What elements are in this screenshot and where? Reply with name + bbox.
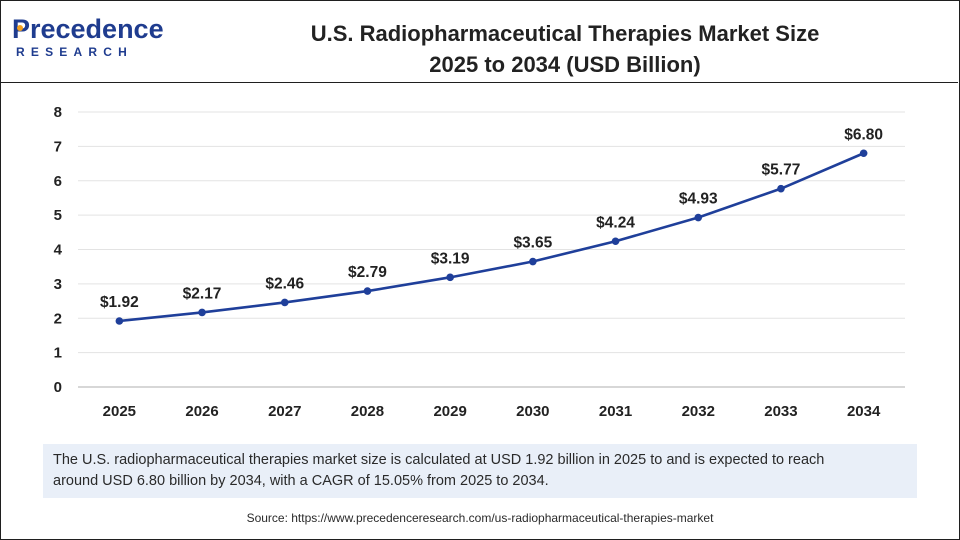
source-citation: Source: https://www.precedenceresearch.c… [246, 511, 714, 525]
y-tick-label: 3 [54, 276, 62, 293]
x-tick-label: 2030 [516, 403, 549, 420]
data-point [529, 257, 537, 266]
data-label: $3.19 [431, 250, 470, 267]
chart-title: U.S. Radiopharmaceutical Therapies Marke… [190, 18, 940, 80]
x-tick-label: 2027 [268, 403, 301, 420]
x-tick-label: 2025 [103, 403, 136, 420]
x-tick-label: 2026 [185, 403, 218, 420]
x-tick-label: 2031 [599, 403, 632, 420]
y-tick-label: 7 [54, 138, 62, 155]
x-tick-label: 2032 [682, 403, 715, 420]
x-tick-label: 2029 [433, 403, 466, 420]
data-point [363, 287, 372, 295]
data-label: $2.46 [265, 275, 304, 292]
logo-subtitle: RESEARCH [16, 45, 133, 59]
series-line [119, 152, 865, 323]
y-tick-label: 4 [54, 242, 63, 259]
data-label: $2.17 [183, 285, 222, 302]
y-tick-label: 2 [54, 310, 62, 327]
y-tick-label: 5 [54, 207, 62, 224]
data-label: $2.79 [348, 264, 387, 281]
logo-wordmark: recedence [30, 14, 164, 44]
x-tick-label: 2028 [351, 403, 384, 420]
data-point [115, 317, 124, 325]
y-tick-label: 1 [54, 345, 62, 362]
chart-title-line1: U.S. Radiopharmaceutical Therapies Marke… [310, 21, 820, 46]
data-label: $1.92 [100, 294, 139, 311]
brand-logo: P recedence RESEARCH [12, 12, 164, 64]
data-point [859, 149, 868, 158]
header-divider [0, 82, 958, 83]
data-label: $3.65 [513, 235, 552, 252]
x-tick-label: 2033 [764, 403, 797, 420]
data-label: $4.93 [679, 191, 718, 208]
summary-note: The U.S. radiopharmaceutical therapies m… [43, 444, 917, 498]
y-tick-label: 6 [54, 173, 62, 190]
data-label: $5.77 [762, 162, 801, 179]
data-point [280, 298, 289, 307]
data-point [777, 184, 785, 193]
data-point [198, 308, 206, 317]
x-tick-label: 2034 [847, 403, 881, 420]
summary-note-line2: around USD 6.80 billion by 2034, with a … [53, 473, 549, 489]
summary-note-line1: The U.S. radiopharmaceutical therapies m… [53, 452, 825, 468]
data-point [446, 273, 454, 282]
data-label: $6.80 [844, 126, 883, 143]
data-point [611, 237, 620, 246]
data-point [694, 213, 703, 222]
data-label: $4.24 [596, 214, 635, 231]
y-tick-label: 0 [54, 379, 62, 396]
logo-dot-icon [17, 25, 23, 31]
chart-title-line2: 2025 to 2034 (USD Billion) [429, 52, 701, 77]
y-tick-label: 8 [54, 104, 62, 121]
